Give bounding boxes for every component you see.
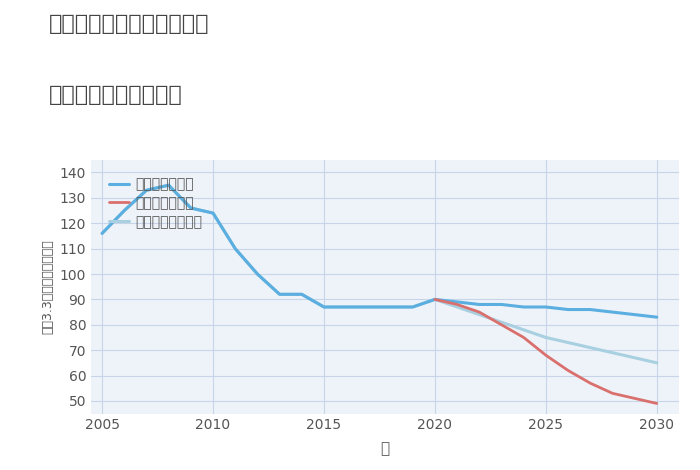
ノーマルシナリオ <box>430 297 439 302</box>
ノーマルシナリオ <box>364 304 372 310</box>
グッドシナリオ <box>142 188 150 193</box>
ノーマルシナリオ <box>519 327 528 333</box>
グッドシナリオ <box>453 299 461 305</box>
X-axis label: 年: 年 <box>380 441 390 456</box>
バッドシナリオ <box>497 322 505 328</box>
ノーマルシナリオ <box>453 304 461 310</box>
グッドシナリオ <box>342 304 351 310</box>
ノーマルシナリオ <box>409 304 417 310</box>
ノーマルシナリオ <box>475 312 484 317</box>
ノーマルシナリオ <box>497 320 505 325</box>
グッドシナリオ <box>475 302 484 307</box>
ノーマルシナリオ <box>320 304 328 310</box>
バッドシナリオ <box>564 368 573 373</box>
グッドシナリオ <box>608 309 617 315</box>
グッドシナリオ <box>187 205 195 211</box>
グッドシナリオ <box>320 304 328 310</box>
バッドシナリオ <box>652 400 661 406</box>
ノーマルシナリオ <box>564 340 573 345</box>
ノーマルシナリオ <box>275 291 284 297</box>
ノーマルシナリオ <box>652 360 661 366</box>
バッドシナリオ <box>519 335 528 340</box>
グッドシナリオ <box>386 304 395 310</box>
ノーマルシナリオ <box>631 355 639 360</box>
バッドシナリオ <box>586 380 594 386</box>
グッドシナリオ <box>120 208 129 213</box>
ノーマルシナリオ <box>209 210 217 216</box>
バッドシナリオ <box>542 352 550 358</box>
Legend: グッドシナリオ, バッドシナリオ, ノーマルシナリオ: グッドシナリオ, バッドシナリオ, ノーマルシナリオ <box>104 172 209 235</box>
グッドシナリオ <box>253 271 262 277</box>
ノーマルシナリオ <box>586 345 594 351</box>
ノーマルシナリオ <box>342 304 351 310</box>
Text: 兵庫県豊岡市但東町小谷の: 兵庫県豊岡市但東町小谷の <box>49 14 209 34</box>
グッドシナリオ <box>652 314 661 320</box>
ノーマルシナリオ <box>120 208 129 213</box>
グッドシナリオ <box>586 307 594 313</box>
ノーマルシナリオ <box>142 188 150 193</box>
Line: グッドシナリオ: グッドシナリオ <box>102 185 657 317</box>
グッドシナリオ <box>98 231 106 236</box>
グッドシナリオ <box>542 304 550 310</box>
グッドシナリオ <box>631 312 639 317</box>
バッドシナリオ <box>453 302 461 307</box>
ノーマルシナリオ <box>187 205 195 211</box>
Line: バッドシナリオ: バッドシナリオ <box>435 299 657 403</box>
Text: 中古戸建ての価格推移: 中古戸建ての価格推移 <box>49 85 183 105</box>
Line: ノーマルシナリオ: ノーマルシナリオ <box>102 185 657 363</box>
バッドシナリオ <box>608 391 617 396</box>
グッドシナリオ <box>298 291 306 297</box>
ノーマルシナリオ <box>98 231 106 236</box>
ノーマルシナリオ <box>608 350 617 355</box>
バッドシナリオ <box>631 396 639 401</box>
グッドシナリオ <box>430 297 439 302</box>
ノーマルシナリオ <box>231 246 239 251</box>
ノーマルシナリオ <box>542 335 550 340</box>
ノーマルシナリオ <box>253 271 262 277</box>
グッドシナリオ <box>164 182 173 188</box>
グッドシナリオ <box>231 246 239 251</box>
グッドシナリオ <box>209 210 217 216</box>
グッドシナリオ <box>409 304 417 310</box>
グッドシナリオ <box>497 302 505 307</box>
バッドシナリオ <box>430 297 439 302</box>
バッドシナリオ <box>475 309 484 315</box>
ノーマルシナリオ <box>298 291 306 297</box>
Y-axis label: 坪（3.3㎡）単価（万円）: 坪（3.3㎡）単価（万円） <box>41 239 54 334</box>
ノーマルシナリオ <box>164 182 173 188</box>
ノーマルシナリオ <box>386 304 395 310</box>
グッドシナリオ <box>564 307 573 313</box>
グッドシナリオ <box>364 304 372 310</box>
グッドシナリオ <box>275 291 284 297</box>
グッドシナリオ <box>519 304 528 310</box>
